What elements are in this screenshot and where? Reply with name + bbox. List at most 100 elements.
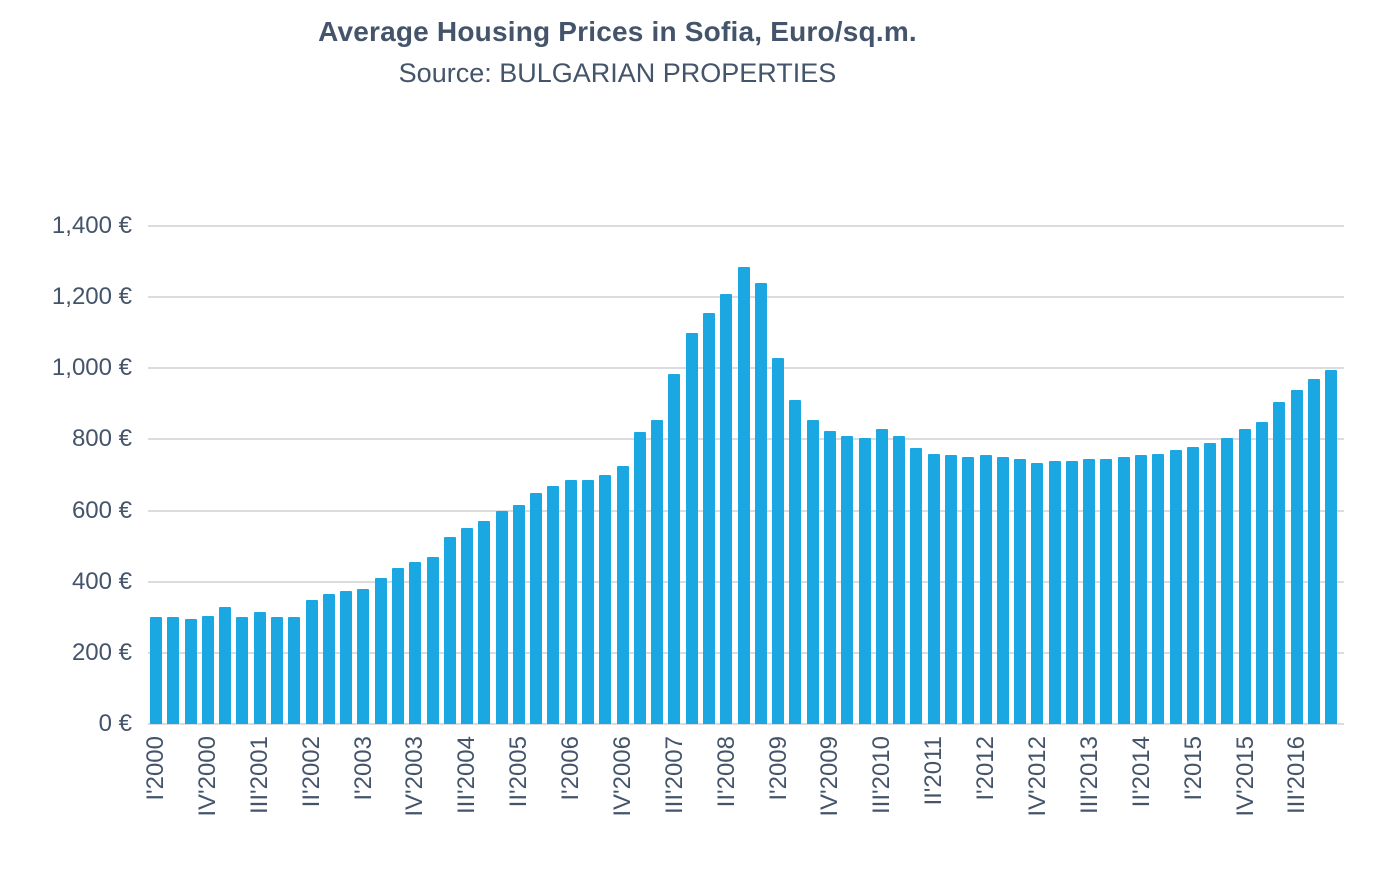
bar xyxy=(495,510,508,724)
bar xyxy=(1307,378,1320,724)
x-axis-tick-label: IV'2006 xyxy=(608,736,636,817)
x-axis-tick-label: II'2008 xyxy=(712,736,740,808)
bar xyxy=(201,615,214,724)
x-axis-tick-label: I'2003 xyxy=(349,736,377,801)
bar xyxy=(651,419,664,724)
bar xyxy=(357,588,370,724)
bar xyxy=(685,332,698,724)
bar xyxy=(184,619,197,724)
bar xyxy=(1065,460,1078,724)
bar xyxy=(426,556,439,724)
bar xyxy=(530,492,543,724)
bar xyxy=(599,475,612,724)
bar xyxy=(944,455,957,724)
y-axis-tick-label: 1,200 € xyxy=(51,283,132,311)
bar xyxy=(962,457,975,724)
y-axis-tick-label: 1,400 € xyxy=(51,212,132,239)
bar xyxy=(720,293,733,724)
x-axis-tick-label: III'2004 xyxy=(453,736,481,814)
bar xyxy=(236,617,249,724)
bar xyxy=(1117,457,1130,724)
x-axis-tick-label: IV'2000 xyxy=(193,736,221,817)
bar xyxy=(443,537,456,724)
bar xyxy=(1048,460,1061,724)
y-axis-tick-label: 600 € xyxy=(71,496,132,524)
bar xyxy=(633,432,646,724)
x-axis-tick-label: II'2005 xyxy=(505,736,533,808)
x-axis-tick-label: II'2014 xyxy=(1127,736,1155,808)
y-axis-tick-label: 1,000 € xyxy=(51,354,132,382)
bar xyxy=(806,419,819,724)
bar xyxy=(910,448,923,724)
bar xyxy=(582,480,595,724)
bar xyxy=(703,313,715,724)
chart-title: Average Housing Prices in Sofia, Euro/sq… xyxy=(318,16,917,47)
bar xyxy=(737,266,750,724)
x-axis-tick-label: IV'2003 xyxy=(401,736,429,817)
x-axis-tick-label: III'2001 xyxy=(245,736,273,814)
bar xyxy=(754,282,767,724)
bar xyxy=(270,617,283,724)
bar xyxy=(1290,389,1303,724)
bar xyxy=(1152,453,1165,724)
bar xyxy=(979,455,992,724)
bar xyxy=(564,480,577,724)
x-axis-tick-label: IV'2009 xyxy=(816,736,844,817)
x-axis-tick-label: III'2016 xyxy=(1283,736,1311,814)
bar xyxy=(1273,402,1286,724)
bar xyxy=(996,457,1009,724)
bar xyxy=(1135,455,1148,724)
bar xyxy=(219,606,232,724)
bar xyxy=(1014,459,1027,724)
bar xyxy=(1083,459,1096,724)
bar-series xyxy=(150,226,1338,724)
x-axis-tick-label: II'2002 xyxy=(297,736,325,808)
bar xyxy=(1221,437,1234,724)
bar xyxy=(1031,462,1044,724)
bar xyxy=(253,611,266,724)
bar xyxy=(409,562,422,724)
y-axis-tick-label: 200 € xyxy=(71,638,132,666)
gridline xyxy=(148,225,1344,227)
bar xyxy=(841,435,854,724)
gridline xyxy=(148,723,1344,725)
bar xyxy=(1204,443,1217,724)
x-axis-tick-label: III'2013 xyxy=(1075,736,1103,814)
bar xyxy=(391,567,404,724)
chart-header: Average Housing Prices in Sofia, Euro/sq… xyxy=(0,16,1235,89)
x-axis-tick-label: I'2009 xyxy=(764,736,792,801)
bar xyxy=(150,617,162,724)
chart-source-subtitle: Source: BULGARIAN PROPERTIES xyxy=(398,58,837,88)
bar xyxy=(1186,446,1199,724)
bar xyxy=(1325,370,1338,724)
bar xyxy=(374,578,387,724)
x-axis-tick-label: I'2015 xyxy=(1179,736,1207,801)
bar xyxy=(547,485,560,724)
x-axis-tick-label: I'2012 xyxy=(972,736,1000,801)
y-axis-tick-label: 800 € xyxy=(71,425,132,453)
x-axis-tick-label: III'2007 xyxy=(660,736,688,814)
bar xyxy=(478,521,491,724)
bar xyxy=(167,617,180,724)
bar xyxy=(893,435,906,724)
bar xyxy=(340,590,353,724)
bar xyxy=(789,400,802,724)
bar xyxy=(1100,459,1113,724)
bar xyxy=(668,373,681,724)
bar xyxy=(772,357,785,724)
bar xyxy=(616,466,629,724)
y-axis-tick-label: 0 € xyxy=(98,710,132,737)
bar xyxy=(875,428,888,724)
x-axis-tick-label: II'2011 xyxy=(920,736,948,806)
x-axis-tick-label: I'2000 xyxy=(142,736,169,801)
x-axis-tick-label: III'2010 xyxy=(868,736,896,814)
bar xyxy=(322,594,335,724)
bar xyxy=(823,430,836,724)
bar xyxy=(1238,428,1251,724)
bar xyxy=(305,599,318,724)
bar xyxy=(1256,421,1268,724)
bar xyxy=(288,617,301,724)
bar xyxy=(927,453,940,724)
x-axis-tick-label: IV'2015 xyxy=(1231,736,1259,817)
